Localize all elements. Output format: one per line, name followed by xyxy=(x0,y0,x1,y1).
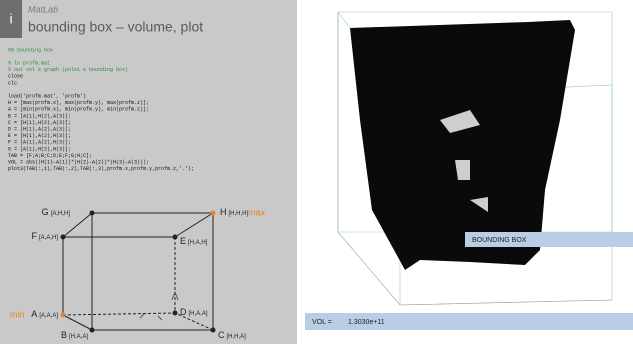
vertex-label: B [H,A,A] xyxy=(61,330,88,340)
vertex-label: H [H,H,H] xyxy=(220,207,249,217)
cube-vertices xyxy=(60,210,216,333)
vertex-label: C [H,H,A] xyxy=(218,330,246,340)
code-line: F = [A(1),A(2),H(3)]; xyxy=(8,140,71,146)
vertex-coords: [H,H,H] xyxy=(229,211,249,217)
plot: BOUNDING BOX VOL = 1.3030e+11 xyxy=(305,11,633,330)
code-line: TAB = [F;A;B;C;D;E;F;G;H;C]; xyxy=(8,153,92,159)
max-label: max xyxy=(248,207,266,217)
left-panel xyxy=(0,0,297,344)
icon-box xyxy=(0,0,22,38)
icon: i xyxy=(9,11,12,27)
point-cloud xyxy=(350,20,575,270)
volume-bar xyxy=(305,313,633,330)
vertex-coords: [H,A,A] xyxy=(69,334,88,340)
code-line: clc xyxy=(8,80,17,86)
vertex-name: D xyxy=(180,307,187,317)
vertex-label: A [A,A,A] xyxy=(31,309,58,319)
vertex-name: C xyxy=(218,330,225,340)
vertex-labels: G [A,H,H] H [H,H,H] F [A,A,H] E [H,A,H] A [A,A,A]… xyxy=(31,207,248,340)
box-label: BOUNDING BOX xyxy=(472,237,527,244)
vertex-name: G xyxy=(42,207,49,217)
code-line: VOL = abs((H(1)-A(1))*(H(2)-A(2))*(H(3)-… xyxy=(8,160,149,166)
code-line: G = [A(1),H(2),H(3)]; xyxy=(8,146,71,152)
volume-value: 1.3030e+11 xyxy=(348,319,385,326)
min-label: min xyxy=(10,309,25,319)
vertex-label: G [A,H,H] xyxy=(42,207,71,217)
vertex-coords: [H,A,H] xyxy=(188,240,208,246)
title: bounding box – volume, plot xyxy=(28,19,203,35)
label-bar xyxy=(465,232,633,247)
vertex-coords: [A,A,A] xyxy=(39,313,58,319)
vertex-label: E [H,A,H] xyxy=(180,236,208,246)
code-line: B = [A(1),H(2),A(3)]; xyxy=(8,113,71,119)
vertex-coords: [A,A,H] xyxy=(39,235,58,241)
axes xyxy=(337,12,613,306)
code-line: close xyxy=(8,74,23,80)
vertex-label: D [H,A,A] xyxy=(180,307,208,317)
vertex-coords: [H,A,A] xyxy=(189,311,208,317)
subtitle: MatLab xyxy=(28,4,58,14)
code-line: %% bounding box xyxy=(8,47,53,53)
vertex-name: A xyxy=(31,309,37,319)
vertex-coords: [A,H,H] xyxy=(51,211,71,217)
vertex-name: F xyxy=(31,231,37,241)
vertex-name: B xyxy=(61,330,67,340)
code-line: A = [min(profm.x), min(profm.y), min(pro… xyxy=(8,107,149,113)
code-line: H = [max(profm.x), max(profm.y), max(pro… xyxy=(8,100,149,106)
vertex-name: H xyxy=(220,207,227,217)
cube xyxy=(62,212,214,331)
code: %% bounding box % lo profm.mat% out vol e… xyxy=(8,47,194,172)
code-line: E = [H(1),A(2),H(3)]; xyxy=(8,133,71,139)
vertex-name: E xyxy=(180,236,186,246)
vertex-label: F [A,A,H] xyxy=(31,231,58,241)
vertex-coords: [H,H,A] xyxy=(227,334,247,340)
volume-label: VOL = xyxy=(312,319,332,326)
code-line: C = [H(1),H(2),A(3)]; xyxy=(8,120,71,126)
code-line: % lo profm.mat xyxy=(8,61,50,67)
code-line: plot3(TAB(:,1),TAB(:,2),TAB(:,3),profm.x… xyxy=(8,166,194,172)
code-line: % out vol e graph (polei e bounding box) xyxy=(8,67,128,73)
code-line: load('profm.mat', 'profm') xyxy=(8,94,86,100)
code-line: D = [H(1),A(2),A(3)]; xyxy=(8,127,71,133)
